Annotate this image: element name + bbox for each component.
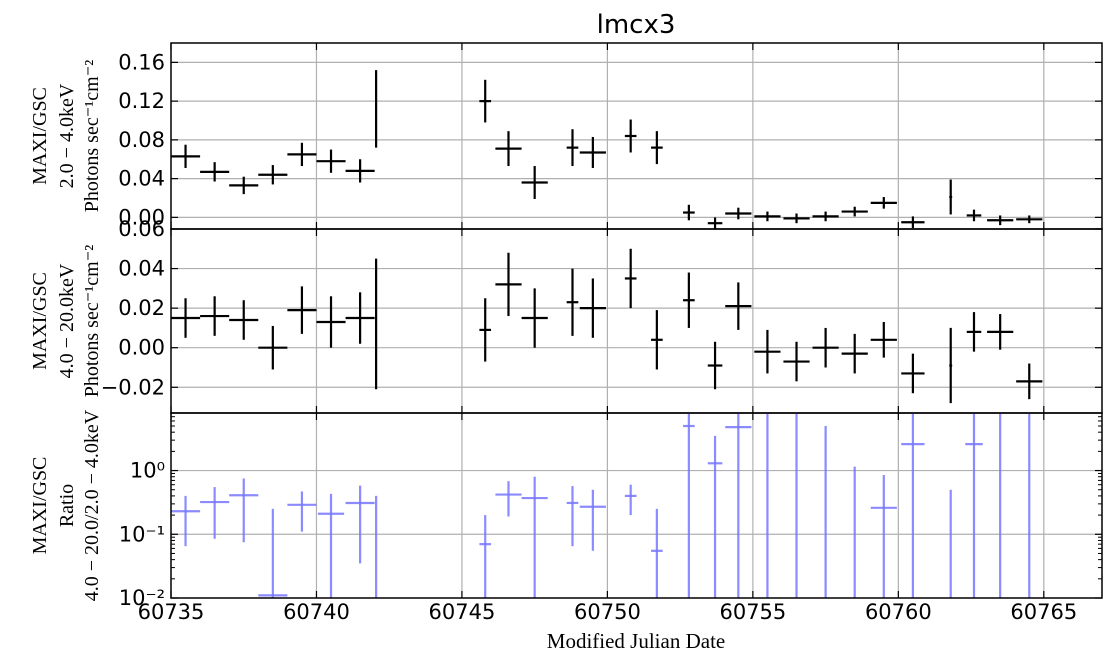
x-tick-label: 60745 <box>429 600 496 624</box>
panel-1: −0.02 0.00 0.02 0.04 0.06 MAXI/GSC 4.0 − 20.0k… <box>29 217 1103 414</box>
y-axis-label-line: 2.0 − 4.0keV <box>56 83 78 188</box>
y-axis-label-line: MAXI/GSC <box>29 272 51 370</box>
y-tick-label: 0.12 <box>118 89 165 113</box>
panel-2: 60735 60740 60745 60750 60755 60760 60765 10⁻² 1… <box>29 409 1103 624</box>
y-tick-label: 10⁻² <box>119 586 165 610</box>
y-axis-label-line: Photons sec⁻¹cm⁻² <box>81 245 103 398</box>
y-axis-label-line: MAXI/GSC <box>29 87 51 185</box>
panel-0: 0.00 0.04 0.08 0.12 0.16 MAXI/GSC 2.0 − 4.0keV… <box>29 42 1103 230</box>
y-tick-label: 10⁰ <box>130 459 165 483</box>
x-tick-label: 60750 <box>574 600 641 624</box>
chart-title: lmcx3 <box>597 10 676 40</box>
y-tick-label: 0.00 <box>118 205 165 229</box>
x-tick-label: 60735 <box>138 600 205 624</box>
x-tick-label: 60765 <box>1010 600 1077 624</box>
y-tick-label: 0.00 <box>118 336 165 360</box>
x-axis-label: Modified Julian Date <box>547 629 725 653</box>
y-axis-label-line: 4.0 − 20.0/2.0 − 4.0keV <box>81 409 103 601</box>
x-tick-label: 60740 <box>283 600 350 624</box>
panel-frame <box>170 228 1103 414</box>
y-tick-label: 0.06 <box>118 217 165 241</box>
y-tick-label: 0.02 <box>118 296 165 320</box>
y-axis-label-line: MAXI/GSC <box>29 457 51 555</box>
y-tick-label: −0.02 <box>101 375 165 399</box>
y-axis-label-line: Ratio <box>56 484 78 527</box>
y-tick-label: 10⁻¹ <box>119 522 165 546</box>
panel-frame <box>170 412 1103 599</box>
y-axis-label-line: Photons sec⁻¹cm⁻² <box>81 60 103 213</box>
x-tick-label: 60755 <box>719 600 786 624</box>
y-tick-label: 0.04 <box>118 167 165 191</box>
y-tick-label: 0.08 <box>118 128 165 152</box>
y-axis-label-line: 4.0 − 20.0keV <box>56 263 78 378</box>
x-tick-label: 60760 <box>865 600 932 624</box>
y-tick-label: 0.16 <box>118 50 165 74</box>
y-tick-label: 0.04 <box>118 257 165 281</box>
